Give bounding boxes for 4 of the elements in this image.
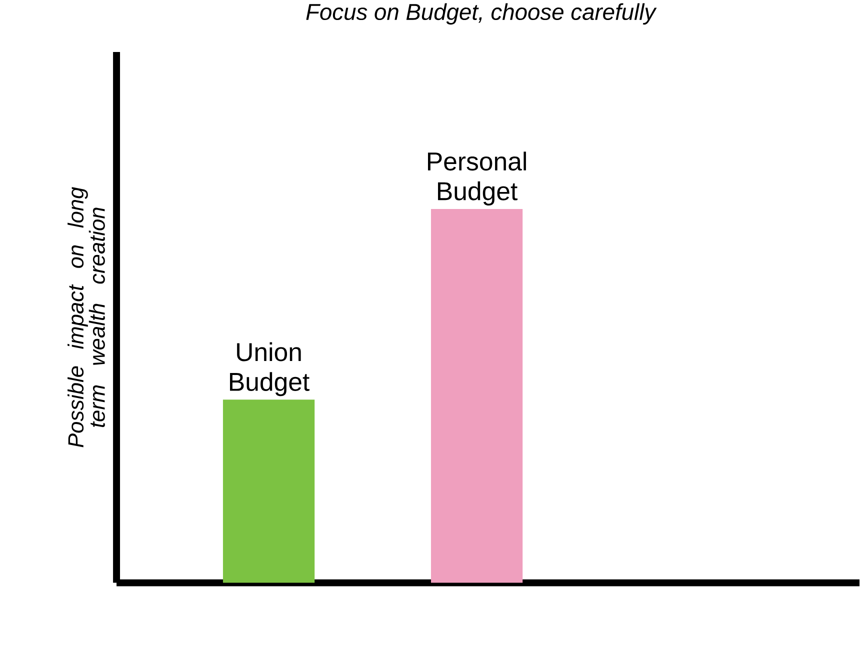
x-tick-label: Personal Budget	[428, 152, 526, 206]
x-tick-label: Union Budget	[230, 342, 310, 396]
chart-title: Focus on Budget, choose carefully	[306, 4, 657, 25]
y-axis-title: Possible impact on long term wealth creation	[68, 187, 105, 448]
